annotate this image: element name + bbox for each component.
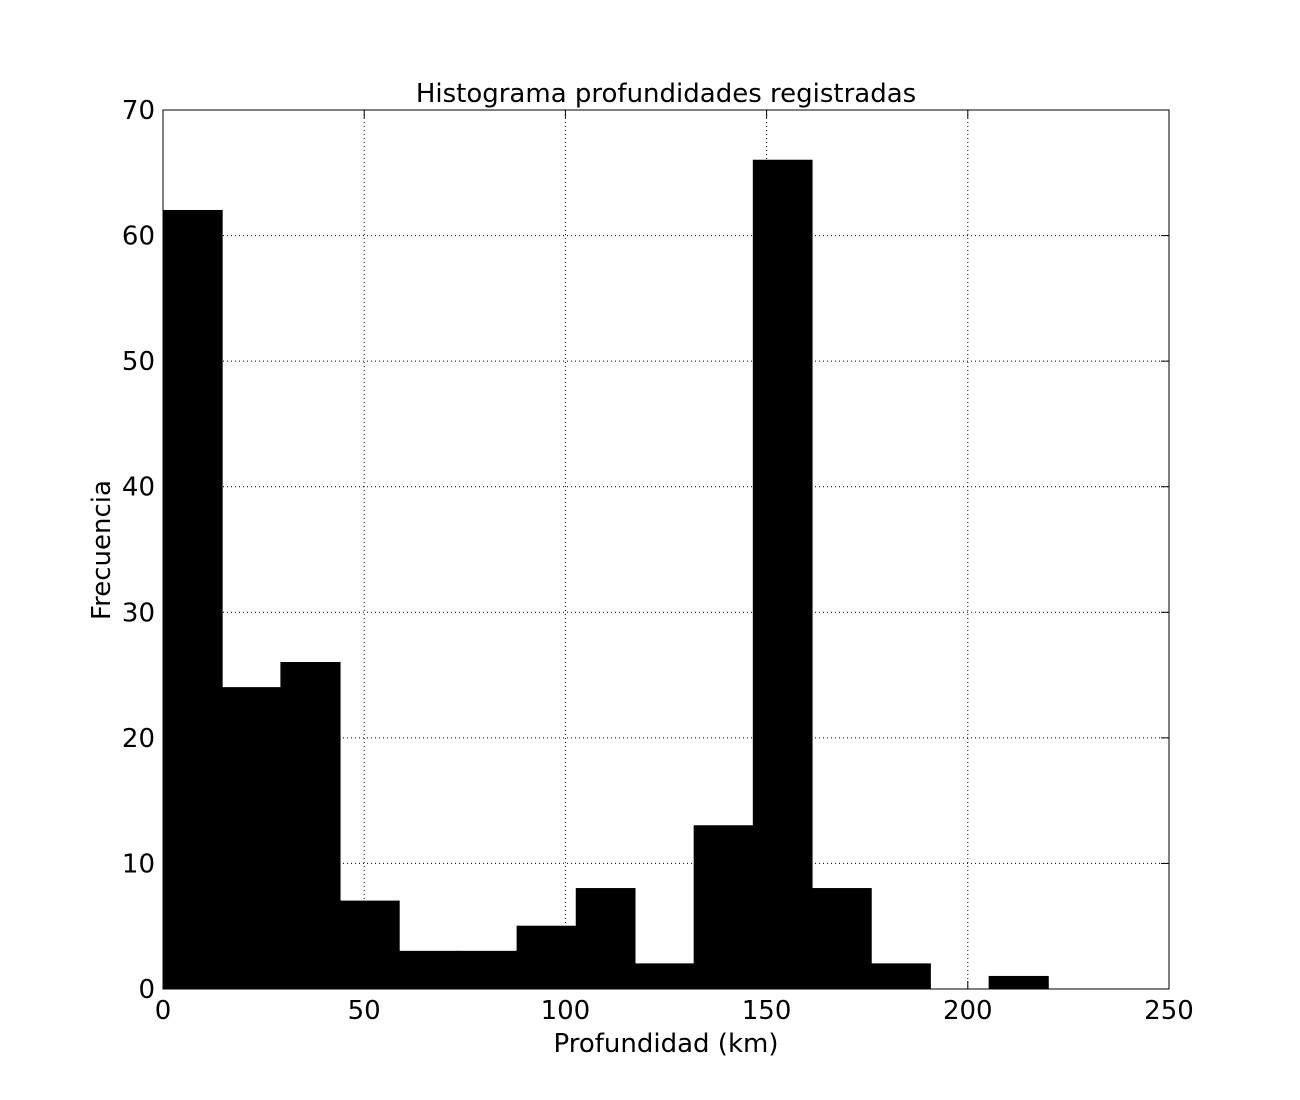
x-axis-label: Profundidad (km) xyxy=(554,1029,779,1059)
bar xyxy=(811,888,872,990)
bar xyxy=(457,950,518,990)
y-axis-label: Frecuencia xyxy=(87,480,117,620)
y-tick-label: 50 xyxy=(122,347,155,377)
chart-title: Histograma profundidades registradas xyxy=(416,79,916,109)
y-tick-label: 0 xyxy=(138,975,155,1005)
y-tick-label: 10 xyxy=(122,849,155,879)
x-tick-label: 150 xyxy=(742,996,792,1026)
bar xyxy=(516,925,577,990)
bar xyxy=(398,950,459,990)
y-tick-label: 30 xyxy=(122,598,155,628)
plot-frame xyxy=(162,109,1170,990)
bar xyxy=(162,209,223,990)
x-tick-label: 250 xyxy=(1144,996,1194,1026)
bar xyxy=(752,159,813,990)
bar xyxy=(988,975,1049,990)
bar xyxy=(280,662,341,990)
bar xyxy=(634,963,695,990)
bar xyxy=(221,687,282,990)
x-tick-label: 0 xyxy=(155,996,172,1026)
x-tick-label: 100 xyxy=(541,996,591,1026)
bar xyxy=(339,900,400,990)
y-tick-label: 60 xyxy=(122,222,155,252)
bar xyxy=(693,825,754,990)
bar xyxy=(575,888,636,990)
bar xyxy=(870,963,931,990)
y-tick-label: 40 xyxy=(122,473,155,503)
x-tick-label: 200 xyxy=(943,996,993,1026)
y-tick-label: 70 xyxy=(122,96,155,126)
y-tick-label: 20 xyxy=(122,724,155,754)
x-tick-label: 50 xyxy=(348,996,381,1026)
